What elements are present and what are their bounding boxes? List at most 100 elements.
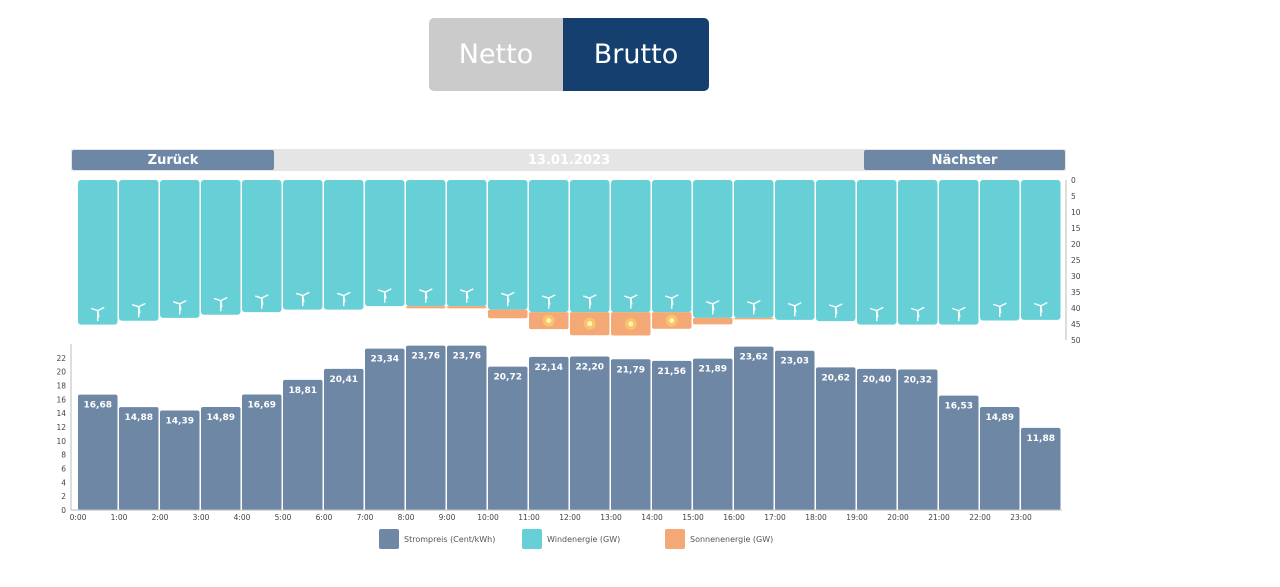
wind-turbine-icon	[542, 294, 556, 309]
price-bar	[365, 348, 405, 510]
price-bar	[406, 345, 446, 510]
price-label: 14,88	[125, 413, 153, 423]
x-tick-label: 6:00	[316, 513, 333, 522]
price-bar	[78, 394, 118, 510]
price-tick-label: 14	[56, 409, 66, 418]
wind-bar	[898, 180, 938, 325]
x-tick-label: 3:00	[193, 513, 210, 522]
wind-turbine-icon	[993, 302, 1007, 318]
price-tick-label: 12	[56, 423, 66, 432]
energy-tick-label: 5	[1071, 192, 1076, 201]
price-bar	[160, 410, 200, 510]
x-tick-label: 17:00	[764, 513, 786, 522]
wind-turbine-icon	[1034, 302, 1048, 317]
price-tick-label: 4	[61, 478, 66, 487]
price-label: 18,81	[289, 386, 317, 396]
x-tick-label: 9:00	[439, 513, 456, 522]
price-label: 22,20	[576, 362, 604, 372]
price-bar	[283, 379, 323, 510]
price-tick-label: 8	[61, 451, 66, 460]
wind-bar	[980, 180, 1020, 321]
wind-turbine-icon	[870, 306, 884, 322]
price-tick-label: 22	[56, 354, 66, 363]
solar-bar	[447, 306, 487, 309]
energy-tick-label: 0	[1071, 176, 1076, 185]
x-tick-label: 11:00	[518, 513, 540, 522]
wind-bar	[488, 180, 528, 310]
wind-bar	[365, 180, 405, 307]
legend-item-sonnenenergie[interactable]: Sonnenenergie (GW)	[665, 529, 773, 549]
netto-button[interactable]: Netto	[429, 18, 563, 91]
energy-tick-label: 40	[1071, 304, 1081, 313]
solar-bar	[734, 317, 774, 320]
price-tick-label: 10	[56, 437, 66, 446]
x-tick-label: 16:00	[723, 513, 745, 522]
wind-turbine-icon	[460, 288, 474, 303]
wind-turbine-icon	[132, 303, 146, 318]
energy-tick-label: 10	[1071, 208, 1081, 217]
date-navigation: Zurück 13.01.2023 Nächster	[71, 149, 1066, 171]
wind-bar	[160, 180, 200, 318]
price-label: 14,89	[207, 413, 235, 423]
wind-bar	[611, 180, 651, 313]
x-tick-label: 12:00	[559, 513, 581, 522]
legend-swatch-windenergie	[522, 529, 542, 549]
price-bar	[734, 346, 774, 510]
x-tick-label: 22:00	[969, 513, 991, 522]
wind-turbine-icon	[706, 300, 720, 315]
energy-tick-label: 25	[1071, 256, 1081, 265]
legend-item-windenergie[interactable]: Windenergie (GW)	[522, 529, 620, 549]
wind-turbine-icon	[173, 300, 187, 315]
wind-turbine-icon	[747, 300, 761, 315]
price-tick-label: 18	[56, 382, 66, 391]
wind-bar	[734, 180, 774, 318]
price-label: 23,34	[371, 355, 399, 365]
x-tick-label: 10:00	[477, 513, 499, 522]
wind-bar	[693, 180, 733, 318]
price-bar	[980, 407, 1020, 510]
wind-bar	[242, 180, 282, 313]
energy-tick-label: 30	[1071, 272, 1081, 281]
price-label: 20,62	[822, 373, 850, 383]
price-bar	[488, 366, 528, 510]
price-label: 21,89	[699, 365, 727, 375]
price-label: 23,03	[781, 357, 809, 367]
legend-item-strompreis[interactable]: Strompreis (Cent/kWh)	[379, 529, 495, 549]
x-tick-label: 5:00	[275, 513, 292, 522]
wind-turbine-icon	[911, 306, 925, 322]
price-label: 14,89	[986, 413, 1014, 423]
back-button[interactable]: Zurück	[72, 150, 274, 170]
price-bar	[939, 395, 979, 510]
price-label: 14,39	[166, 416, 194, 426]
price-label: 21,79	[617, 365, 645, 375]
legend-label-strompreis: Strompreis (Cent/kWh)	[404, 534, 496, 544]
price-tick-label: 2	[61, 492, 66, 501]
sun-icon	[587, 321, 593, 327]
next-button[interactable]: Nächster	[864, 150, 1065, 170]
wind-turbine-icon	[91, 306, 105, 322]
price-label: 20,32	[904, 375, 932, 385]
price-tick-label: 20	[56, 368, 66, 377]
net-gross-toggle: Netto Brutto	[429, 18, 709, 91]
x-tick-label: 0:00	[70, 513, 87, 522]
wind-bar	[857, 180, 897, 325]
wind-turbine-icon	[296, 291, 310, 307]
price-tick-label: 0	[61, 506, 66, 515]
price-bar	[324, 368, 364, 510]
wind-turbine-icon	[378, 288, 392, 303]
wind-bar	[201, 180, 241, 315]
price-label: 23,76	[453, 352, 481, 362]
wind-bar	[78, 180, 118, 325]
price-label: 11,88	[1027, 434, 1055, 444]
price-bar	[447, 345, 487, 510]
price-label: 20,41	[330, 375, 358, 385]
chart-legend: Strompreis (Cent/kWh) Windenergie (GW) S…	[0, 529, 1280, 549]
wind-bar	[816, 180, 856, 322]
wind-bar	[939, 180, 979, 325]
x-tick-label: 18:00	[805, 513, 827, 522]
price-label: 21,56	[658, 367, 686, 377]
wind-turbine-icon	[624, 294, 638, 309]
price-bar	[693, 358, 733, 510]
brutto-button[interactable]: Brutto	[563, 18, 709, 91]
x-tick-label: 13:00	[600, 513, 622, 522]
